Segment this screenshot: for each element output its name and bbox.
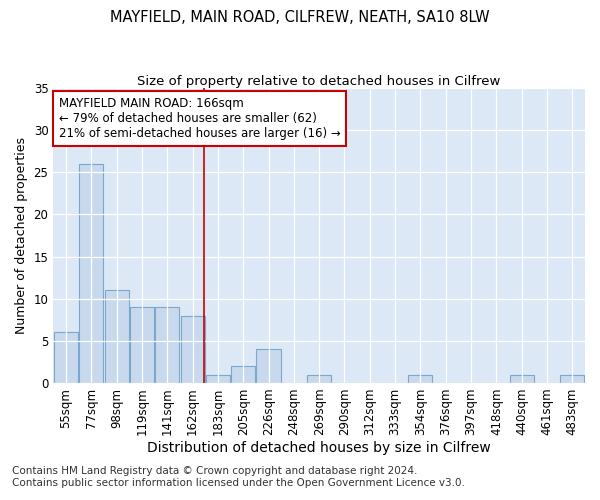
Bar [54,332,78,383]
Bar [104,290,128,383]
Bar [155,307,179,383]
Bar [409,374,433,383]
Bar [206,374,230,383]
Bar [181,316,205,383]
Title: Size of property relative to detached houses in Cilfrew: Size of property relative to detached ho… [137,75,501,88]
Bar [256,349,281,383]
X-axis label: Distribution of detached houses by size in Cilfrew: Distribution of detached houses by size … [147,441,491,455]
Text: MAYFIELD, MAIN ROAD, CILFREW, NEATH, SA10 8LW: MAYFIELD, MAIN ROAD, CILFREW, NEATH, SA1… [110,10,490,25]
Bar [560,374,584,383]
Text: MAYFIELD MAIN ROAD: 166sqm
← 79% of detached houses are smaller (62)
21% of semi: MAYFIELD MAIN ROAD: 166sqm ← 79% of deta… [59,97,340,140]
Bar [307,374,331,383]
Bar [509,374,534,383]
Y-axis label: Number of detached properties: Number of detached properties [15,137,28,334]
Bar [79,164,103,383]
Bar [130,307,154,383]
Text: Contains HM Land Registry data © Crown copyright and database right 2024.
Contai: Contains HM Land Registry data © Crown c… [12,466,465,487]
Bar [231,366,255,383]
